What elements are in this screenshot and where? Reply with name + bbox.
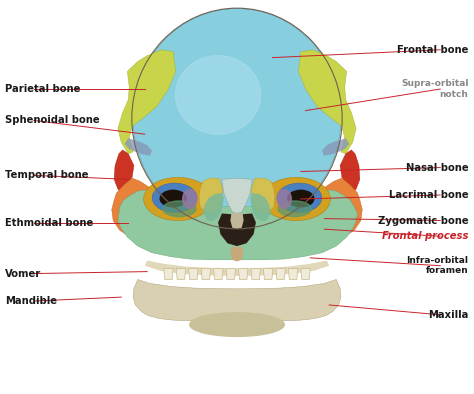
Ellipse shape: [262, 177, 330, 221]
Polygon shape: [251, 178, 275, 214]
Polygon shape: [296, 178, 362, 238]
Polygon shape: [226, 268, 236, 279]
Text: Frontal process: Frontal process: [382, 231, 469, 241]
Text: Infra-orbital
foramen: Infra-orbital foramen: [407, 256, 469, 275]
Ellipse shape: [152, 183, 197, 212]
Text: Frontal bone: Frontal bone: [397, 45, 469, 55]
Polygon shape: [276, 268, 285, 279]
Ellipse shape: [163, 201, 196, 217]
Polygon shape: [230, 213, 244, 229]
Polygon shape: [145, 260, 329, 276]
Polygon shape: [250, 193, 271, 221]
Text: Sphenoidal bone: Sphenoidal bone: [5, 115, 100, 125]
Ellipse shape: [175, 56, 261, 134]
Polygon shape: [218, 214, 256, 246]
Text: Zygomatic bone: Zygomatic bone: [378, 216, 469, 225]
Polygon shape: [118, 50, 175, 154]
Ellipse shape: [144, 177, 212, 221]
Polygon shape: [114, 150, 134, 193]
Polygon shape: [301, 268, 310, 279]
Text: Lacrimal bone: Lacrimal bone: [389, 190, 469, 200]
Polygon shape: [214, 268, 223, 279]
Text: Supra-orbital
notch: Supra-orbital notch: [401, 79, 469, 99]
Text: Temporal bone: Temporal bone: [5, 171, 89, 180]
Text: Maxilla: Maxilla: [428, 310, 469, 320]
Polygon shape: [288, 268, 298, 279]
Polygon shape: [176, 268, 186, 279]
Ellipse shape: [277, 183, 322, 212]
Ellipse shape: [190, 313, 284, 336]
Ellipse shape: [277, 190, 292, 208]
Ellipse shape: [182, 190, 197, 208]
Polygon shape: [133, 279, 341, 321]
Polygon shape: [199, 178, 223, 214]
Polygon shape: [299, 50, 356, 154]
Polygon shape: [189, 268, 198, 279]
Polygon shape: [112, 178, 178, 238]
Polygon shape: [125, 138, 152, 156]
Text: Parietal bone: Parietal bone: [5, 84, 81, 94]
Ellipse shape: [133, 9, 341, 229]
Polygon shape: [118, 190, 357, 260]
Polygon shape: [322, 138, 349, 156]
Text: Mandible: Mandible: [5, 296, 57, 306]
Text: Ethmoidal bone: Ethmoidal bone: [5, 217, 94, 227]
Text: Nasal bone: Nasal bone: [406, 163, 469, 173]
Polygon shape: [203, 193, 224, 221]
Text: Vomer: Vomer: [5, 269, 42, 279]
Polygon shape: [164, 268, 173, 279]
Polygon shape: [230, 247, 244, 261]
Polygon shape: [222, 178, 252, 214]
Ellipse shape: [160, 190, 186, 207]
Polygon shape: [264, 268, 273, 279]
Polygon shape: [340, 150, 360, 193]
Polygon shape: [201, 268, 210, 279]
Ellipse shape: [288, 190, 314, 207]
Polygon shape: [251, 268, 260, 279]
Polygon shape: [238, 268, 248, 279]
Ellipse shape: [278, 201, 311, 217]
